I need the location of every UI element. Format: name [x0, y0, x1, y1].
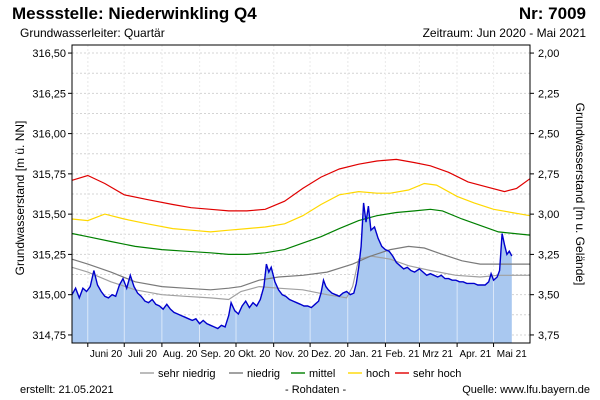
y-tick-label-right: 2,25 [538, 88, 559, 100]
y-tick-label-left: 315,75 [32, 169, 66, 181]
y-tick-label-left: 315,00 [32, 290, 66, 302]
source-link[interactable]: Quelle: www.lfu.bayern.de [462, 384, 590, 396]
x-tick-label: Dez. 20 [311, 349, 346, 360]
legend-label-mittel: mittel [309, 368, 335, 380]
y-tick-label-right: 2,75 [538, 169, 559, 181]
created-date: erstellt: 21.05.2021 [20, 384, 114, 396]
series-line-messwerte [71, 202, 513, 330]
legend-label-hoch: hoch [366, 368, 390, 380]
x-tick-label: Juni 20 [90, 349, 123, 360]
x-tick-label: Juli 20 [128, 349, 157, 360]
chart-title: Messstelle: Niederwinkling Q4 [12, 4, 257, 23]
x-tick-label: Okt. 20 [238, 349, 271, 360]
period-label: Zeitraum: Jun 2020 - Mai 2021 [422, 26, 586, 40]
x-tick-label: Mai 21 [497, 349, 527, 360]
series-line-mittel [71, 208, 531, 255]
x-tick-label: Nov. 20 [275, 349, 309, 360]
legend-label-niedrig: niedrig [247, 368, 280, 380]
y-axis-label-left: Grundwasserstand [m ü. NN] [13, 121, 27, 276]
legend-label-sehr_hoch: sehr hoch [413, 368, 461, 380]
measured-area [72, 202, 512, 343]
y-tick-label-right: 2,00 [538, 48, 559, 60]
axes: 316,50 316,25 316,00 315,75 315,50 315,25 315,… [32, 48, 559, 360]
series-layer [71, 45, 531, 343]
aquifer-label: Grundwasserleiter: Quartär [20, 26, 165, 40]
y-tick-label-left: 315,50 [32, 209, 66, 221]
x-tick-label: Mrz 21 [422, 349, 453, 360]
series-line-niedrig [71, 245, 530, 291]
x-tick-label: Aug. 20 [163, 349, 198, 360]
plot-frame [71, 44, 531, 344]
x-tick-label: Feb. 21 [385, 349, 419, 360]
y-tick-label-left: 314,75 [32, 330, 66, 342]
y-tick-label-left: 316,50 [32, 48, 66, 60]
x-tick-label: Apr. 21 [459, 349, 491, 360]
x-tick-label: Sep. 20 [201, 349, 236, 360]
station-number: Nr: 7009 [518, 4, 586, 23]
y-tick-label-left: 316,25 [32, 88, 66, 100]
x-tick-label: Jan. 21 [350, 349, 383, 360]
y-tick-label-right: 3,25 [538, 249, 559, 261]
raw-data-note: - Rohdaten - [285, 384, 347, 396]
y-tick-label-right: 3,75 [538, 330, 559, 342]
y-tick-label-left: 315,25 [32, 249, 66, 261]
legend-label-sehr_niedrig: sehr niedrig [158, 368, 215, 380]
y-tick-label-right: 3,50 [538, 290, 559, 302]
y-tick-label-right: 2,50 [538, 129, 559, 141]
y-tick-label-right: 3,00 [538, 209, 559, 221]
series-line-hoch [71, 182, 531, 233]
series-line-sehr_niedrig [71, 255, 530, 301]
legend: sehr niedrig niedrig mittel hoch sehr hoch [140, 368, 461, 380]
y-axis-label-right: Grundwasserstand [m u. Gelände] [573, 103, 587, 286]
series-line-sehr_hoch [71, 158, 531, 212]
y-tick-label-left: 316,00 [32, 129, 66, 141]
